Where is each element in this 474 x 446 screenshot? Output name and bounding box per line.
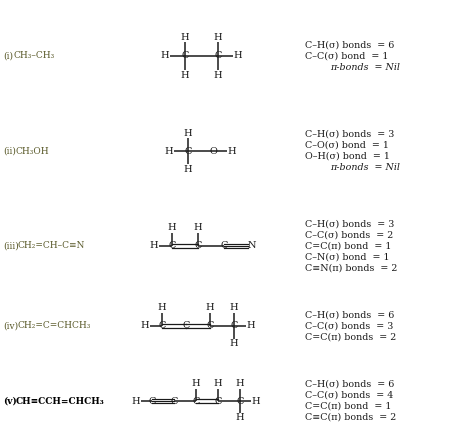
Text: C–H(σ) bonds  = 3: C–H(σ) bonds = 3 bbox=[305, 219, 394, 228]
Text: H: H bbox=[168, 223, 176, 232]
Text: H: H bbox=[236, 380, 244, 388]
Text: H: H bbox=[132, 396, 140, 405]
Text: C–C(σ) bond  = 1: C–C(σ) bond = 1 bbox=[305, 51, 388, 61]
Text: O–H(σ) bond  = 1: O–H(σ) bond = 1 bbox=[305, 152, 390, 161]
Text: (v): (v) bbox=[3, 396, 17, 405]
Text: H: H bbox=[184, 165, 192, 173]
Text: C: C bbox=[206, 322, 214, 330]
Text: C: C bbox=[192, 396, 200, 405]
Text: CH≡CCH=CHCH₃: CH≡CCH=CHCH₃ bbox=[16, 396, 105, 405]
Text: C–H(σ) bonds  = 6: C–H(σ) bonds = 6 bbox=[305, 41, 394, 50]
Text: H: H bbox=[228, 146, 237, 156]
Text: (ii): (ii) bbox=[3, 146, 16, 156]
Text: C–C(σ) bonds  = 2: C–C(σ) bonds = 2 bbox=[305, 231, 393, 240]
Text: C: C bbox=[184, 146, 191, 156]
Text: H: H bbox=[150, 241, 158, 251]
Text: H: H bbox=[252, 396, 260, 405]
Text: H: H bbox=[181, 70, 189, 79]
Text: H: H bbox=[181, 33, 189, 41]
Text: C: C bbox=[158, 322, 166, 330]
Text: H: H bbox=[246, 322, 255, 330]
Text: H: H bbox=[214, 33, 222, 41]
Text: C: C bbox=[168, 241, 176, 251]
Text: CH₂=CH–C≡N: CH₂=CH–C≡N bbox=[18, 241, 85, 251]
Text: C: C bbox=[170, 396, 178, 405]
Text: H: H bbox=[164, 146, 173, 156]
Text: C≡N(π) bonds  = 2: C≡N(π) bonds = 2 bbox=[305, 264, 397, 273]
Text: C: C bbox=[214, 396, 222, 405]
Text: C: C bbox=[220, 241, 228, 251]
Text: H: H bbox=[234, 51, 242, 61]
Text: π-bonds  = Nil: π-bonds = Nil bbox=[330, 163, 400, 172]
Text: C–N(σ) bond  = 1: C–N(σ) bond = 1 bbox=[305, 252, 390, 261]
Text: C=C(π) bonds  = 2: C=C(π) bonds = 2 bbox=[305, 333, 396, 342]
Text: C: C bbox=[230, 322, 237, 330]
Text: H: H bbox=[194, 223, 202, 232]
Text: CH₃OH: CH₃OH bbox=[16, 146, 50, 156]
Text: C=C(π) bond  = 1: C=C(π) bond = 1 bbox=[305, 402, 392, 411]
Text: H: H bbox=[236, 413, 244, 422]
Text: H: H bbox=[230, 303, 238, 313]
Text: CH₃–CH₃: CH₃–CH₃ bbox=[14, 51, 55, 61]
Text: H: H bbox=[206, 303, 214, 313]
Text: (iv): (iv) bbox=[3, 322, 18, 330]
Text: H: H bbox=[214, 70, 222, 79]
Text: C: C bbox=[182, 51, 189, 61]
Text: H: H bbox=[184, 128, 192, 137]
Text: C–H(σ) bonds  = 3: C–H(σ) bonds = 3 bbox=[305, 130, 394, 139]
Text: H: H bbox=[214, 380, 222, 388]
Text: C=C(π) bond  = 1: C=C(π) bond = 1 bbox=[305, 241, 392, 251]
Text: O: O bbox=[209, 146, 217, 156]
Text: C: C bbox=[214, 51, 222, 61]
Text: (iii): (iii) bbox=[3, 241, 19, 251]
Text: CH₂=C=CHCH₃: CH₂=C=CHCH₃ bbox=[18, 322, 91, 330]
Text: C: C bbox=[194, 241, 202, 251]
Text: H: H bbox=[158, 303, 166, 313]
Text: C: C bbox=[148, 396, 155, 405]
Text: π-bonds  = Nil: π-bonds = Nil bbox=[330, 62, 400, 71]
Text: C: C bbox=[237, 396, 244, 405]
Text: H: H bbox=[191, 380, 201, 388]
Text: C–C(σ) bonds  = 3: C–C(σ) bonds = 3 bbox=[305, 322, 393, 330]
Text: C–H(σ) bonds  = 6: C–H(σ) bonds = 6 bbox=[305, 310, 394, 319]
Text: C–H(σ) bonds  = 6: C–H(σ) bonds = 6 bbox=[305, 380, 394, 389]
Text: C–C(σ) bonds  = 4: C–C(σ) bonds = 4 bbox=[305, 391, 393, 400]
Text: C: C bbox=[182, 322, 190, 330]
Text: C≡C(π) bonds  = 2: C≡C(π) bonds = 2 bbox=[305, 413, 396, 422]
Text: C–O(σ) bond  = 1: C–O(σ) bond = 1 bbox=[305, 141, 389, 150]
Text: H: H bbox=[141, 322, 149, 330]
Text: (i): (i) bbox=[3, 51, 13, 61]
Text: N: N bbox=[248, 241, 256, 251]
Text: H: H bbox=[161, 51, 169, 61]
Text: H: H bbox=[230, 339, 238, 348]
